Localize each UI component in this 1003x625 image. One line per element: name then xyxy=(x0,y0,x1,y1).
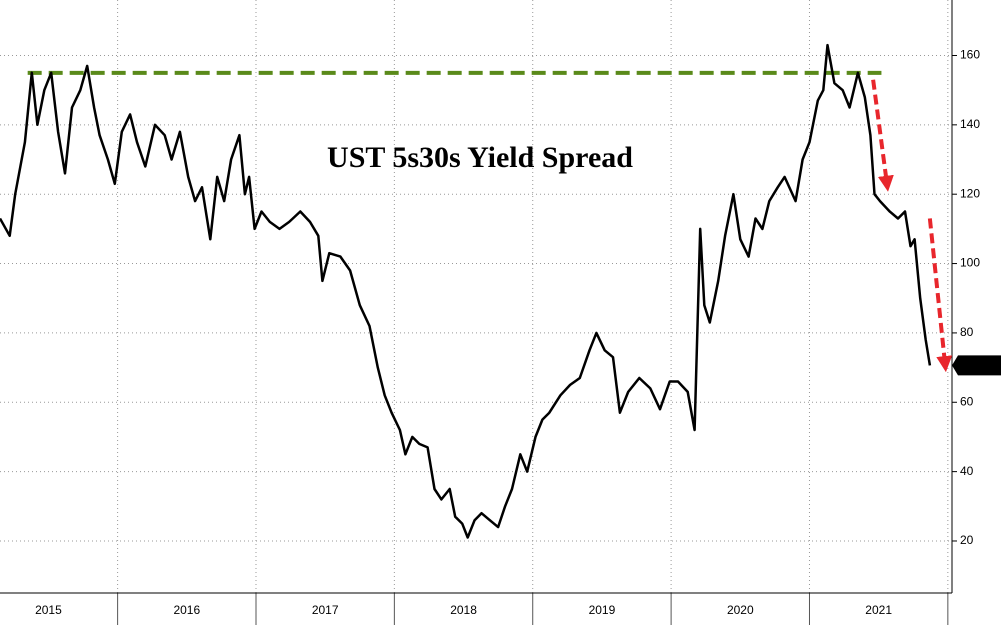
last-value-box xyxy=(952,355,1001,376)
x-tick-label: 2018 xyxy=(450,603,477,617)
y-tick-label: 100 xyxy=(960,256,980,270)
y-tick-label: 60 xyxy=(960,394,974,408)
arrow xyxy=(927,218,953,373)
y-tick-label: 40 xyxy=(960,464,974,478)
y-tick-label: 140 xyxy=(960,117,980,131)
x-tick-label: 2019 xyxy=(589,603,616,617)
y-tick-label: 20 xyxy=(960,533,974,547)
x-tick-label: 2017 xyxy=(312,603,339,617)
y-tick-label: 120 xyxy=(960,186,980,200)
arrow xyxy=(871,79,894,192)
x-tick-label: 2016 xyxy=(173,603,200,617)
y-tick-label: 160 xyxy=(960,48,980,62)
x-tick-label: 2021 xyxy=(865,603,892,617)
y-tick-label: 80 xyxy=(960,325,974,339)
series-line xyxy=(0,43,932,539)
last-value-label: 70.645 xyxy=(960,358,997,372)
x-tick-label: 2015 xyxy=(35,603,62,617)
x-tick-label: 2020 xyxy=(727,603,754,617)
chart-title: UST 5s30s Yield Spread xyxy=(327,141,633,174)
